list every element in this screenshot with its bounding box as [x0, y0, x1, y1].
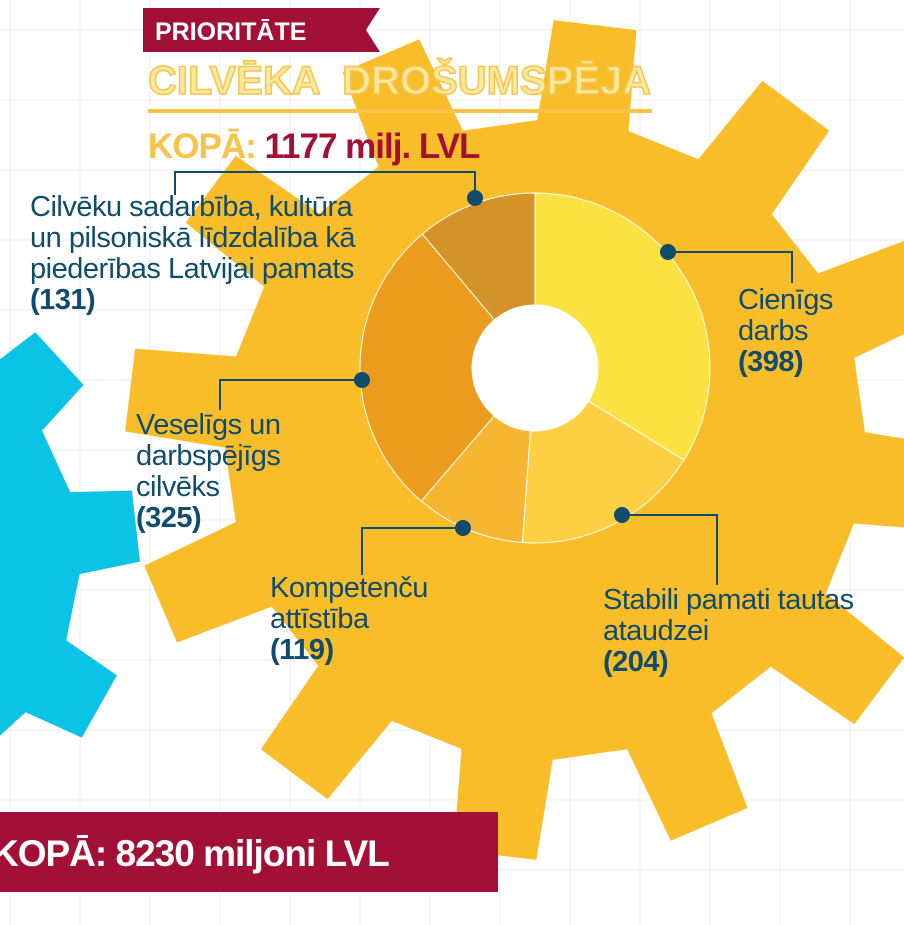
category-label: Stabili pamati tautas ataudzei: [603, 584, 854, 647]
callout-line: [219, 379, 362, 410]
donut-hole: [472, 305, 598, 431]
callout-dots: [354, 190, 676, 536]
slice-label: Cienīgs darbs (398): [738, 285, 878, 378]
value-label: (119): [270, 634, 334, 666]
value-label: (398): [738, 346, 804, 378]
callout-dot: [467, 190, 483, 206]
callout-line: [622, 514, 718, 585]
slice-label: Stabili pamati tautas ataudzei (204): [603, 585, 863, 678]
callout-line: [668, 251, 793, 283]
value-label: (325): [136, 502, 202, 534]
callout-line: [174, 171, 476, 198]
badge-text: PRIORITĀTE: [155, 18, 306, 46]
category-label: Veselīgs un darbspējīgs cilvēks: [136, 409, 281, 503]
slice-label: Veselīgs un darbspējīgs cilvēks (325): [136, 410, 336, 534]
callout-dot: [614, 507, 630, 523]
chart-title: CILVĒKA DROŠUMSPĒJA: [148, 57, 651, 103]
total-value: 1177 milj. LVL: [265, 127, 481, 166]
callout-dot: [354, 372, 370, 388]
footer-banner: [0, 812, 498, 892]
category-label: Kompetenču attīstība: [270, 572, 428, 635]
slice-label: Cilvēku sadarbība, kultūra un pilsoniskā…: [30, 192, 365, 316]
category-label: Cilvēku sadarbība, kultūra un pilsoniskā…: [30, 191, 356, 285]
callouts: [174, 171, 793, 585]
slice-label: Kompetenču attīstība (119): [270, 573, 490, 666]
total-label: KOPĀ:: [148, 127, 256, 166]
callout-dot: [455, 520, 471, 536]
callout-line: [361, 527, 463, 575]
footer-total: KOPĀ: 8230 miljoni LVL: [0, 833, 389, 874]
value-label: (131): [30, 284, 96, 316]
badge: [143, 8, 380, 52]
blue-gear: [0, 332, 140, 738]
callout-dot: [660, 244, 676, 260]
category-label: Cienīgs darbs: [738, 284, 833, 347]
value-label: (204): [603, 646, 669, 678]
total-line: KOPĀ: 1177 milj. LVL: [148, 127, 480, 166]
